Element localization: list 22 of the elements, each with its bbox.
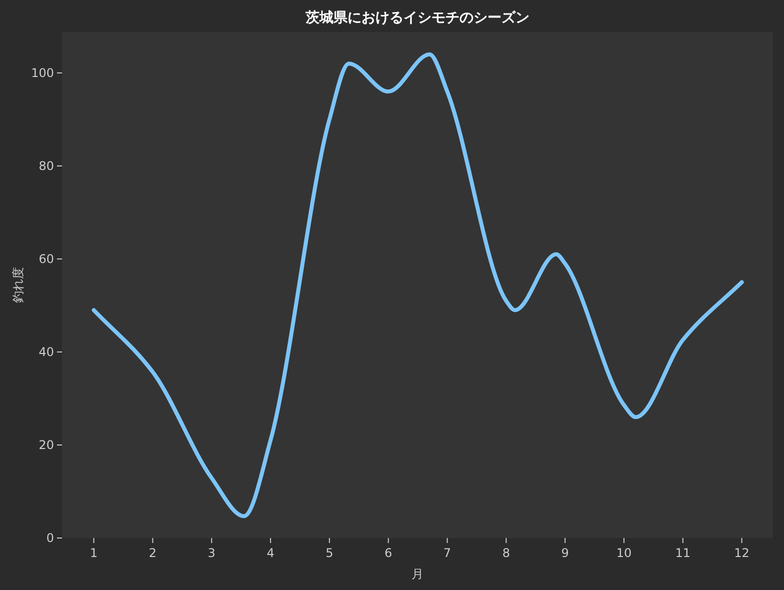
x-tick-label: 11 xyxy=(675,546,691,560)
x-tick-label: 6 xyxy=(384,546,392,560)
y-tick-label: 40 xyxy=(38,344,54,359)
x-tick-label: 7 xyxy=(443,546,452,560)
y-tick-label: 100 xyxy=(31,66,54,80)
line-series xyxy=(92,52,744,518)
y-axis-title: 釣れ度 xyxy=(11,267,25,303)
chart-title: 茨城県におけるイシモチのシーズン xyxy=(304,10,530,26)
x-tick-label: 8 xyxy=(502,546,510,560)
x-tick-label: 12 xyxy=(734,546,750,560)
x-tick-label: 4 xyxy=(266,546,274,560)
y-tick-label: 20 xyxy=(38,438,54,452)
x-tick-label: 3 xyxy=(208,546,216,560)
x-tick-label: 1 xyxy=(90,546,98,560)
y-tick-label: 80 xyxy=(38,158,54,173)
x-axis-title: 月 xyxy=(412,567,424,581)
x-tick-label: 10 xyxy=(616,546,632,560)
x-tick-label: 2 xyxy=(148,546,157,560)
y-tick-label: 0 xyxy=(46,531,54,545)
x-tick-label: 9 xyxy=(561,546,569,560)
y-tick-label: 60 xyxy=(38,252,54,266)
x-tick-label: 5 xyxy=(326,546,334,560)
